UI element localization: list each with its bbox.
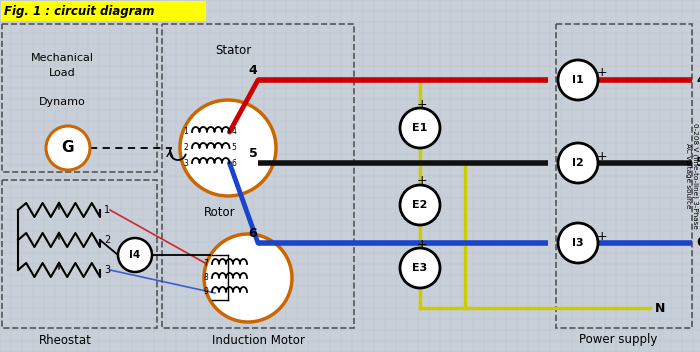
Text: Mechanical
Load

Dynamo: Mechanical Load Dynamo <box>31 53 94 107</box>
Circle shape <box>180 100 276 196</box>
Text: 2: 2 <box>183 144 188 152</box>
Text: Power supply: Power supply <box>579 333 657 346</box>
Text: 4: 4 <box>248 64 258 77</box>
Text: I4: I4 <box>130 250 141 260</box>
Text: +: + <box>596 230 608 243</box>
Text: 4: 4 <box>232 126 237 136</box>
Text: 1: 1 <box>104 205 110 215</box>
Text: 6: 6 <box>248 227 258 240</box>
Text: N: N <box>655 302 666 314</box>
Text: 5: 5 <box>232 144 237 152</box>
Text: 5: 5 <box>696 157 700 170</box>
Text: 6: 6 <box>232 158 237 168</box>
Text: +: + <box>416 238 427 251</box>
Text: 5: 5 <box>248 147 258 160</box>
Text: +: + <box>596 150 608 163</box>
Text: I1: I1 <box>572 75 584 85</box>
Text: 9: 9 <box>203 288 208 296</box>
Text: E1: E1 <box>412 123 428 133</box>
Text: +: + <box>416 98 427 111</box>
Circle shape <box>558 223 598 263</box>
Text: +: + <box>416 175 427 188</box>
Text: E3: E3 <box>412 263 428 273</box>
Circle shape <box>400 248 440 288</box>
Text: E2: E2 <box>412 200 428 210</box>
Circle shape <box>46 126 90 170</box>
Text: Rotor: Rotor <box>204 207 236 220</box>
Text: 2: 2 <box>104 235 111 245</box>
Text: 1: 1 <box>183 126 188 136</box>
Circle shape <box>118 238 152 272</box>
Text: 3: 3 <box>104 265 110 275</box>
Text: Stator: Stator <box>215 44 251 57</box>
Text: Fig. 1 : circuit diagram: Fig. 1 : circuit diagram <box>4 6 155 19</box>
Circle shape <box>204 234 292 322</box>
Circle shape <box>558 143 598 183</box>
Text: 8: 8 <box>203 274 208 283</box>
Circle shape <box>400 185 440 225</box>
Text: 4: 4 <box>696 74 700 87</box>
Text: +: + <box>596 67 608 80</box>
Text: 3: 3 <box>183 158 188 168</box>
Text: 6: 6 <box>696 237 700 250</box>
Circle shape <box>400 108 440 148</box>
Text: I2: I2 <box>572 158 584 168</box>
Text: Rheostat: Rheostat <box>38 333 92 346</box>
Circle shape <box>558 60 598 100</box>
Text: G: G <box>62 140 74 156</box>
Text: 7: 7 <box>203 259 208 269</box>
FancyBboxPatch shape <box>1 1 206 21</box>
Text: 0-208 V (line-to-line) 3-Phase
AC voltage source: 0-208 V (line-to-line) 3-Phase AC voltag… <box>685 123 699 229</box>
Text: I3: I3 <box>572 238 584 248</box>
Text: Induction Motor: Induction Motor <box>211 333 304 346</box>
